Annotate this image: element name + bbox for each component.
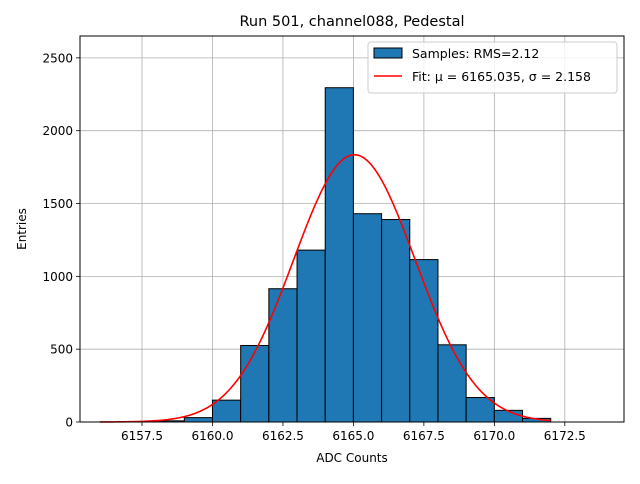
- histogram-bar: [296, 249, 326, 423]
- x-tick-label: 6172.5: [544, 429, 586, 443]
- histogram-bar: [465, 397, 495, 423]
- histogram-bar: [268, 288, 298, 423]
- x-tick-label: 6160.0: [191, 429, 233, 443]
- x-tick-label: 6167.5: [403, 429, 445, 443]
- x-axis-ticks: 6157.5 6160.0 6162.5 6165.0 6167.5 6170.0 6172…: [121, 422, 586, 443]
- fit-curve-layer: [99, 153, 551, 423]
- x-tick-label: 6165.0: [332, 429, 374, 443]
- y-axis-label: Entries: [15, 208, 29, 250]
- legend-box: [367, 41, 618, 94]
- histogram-bars: [155, 87, 552, 423]
- histogram-bar: [183, 417, 213, 423]
- x-tick-label: 6170.0: [473, 429, 515, 443]
- y-tick-label: 1500: [42, 197, 73, 211]
- x-tick-label: 6162.5: [262, 429, 304, 443]
- histogram-bar: [381, 219, 411, 423]
- legend-label-fit: Fit: μ = 6165.035, σ = 2.158: [412, 69, 591, 84]
- y-tick-label: 500: [50, 343, 73, 357]
- plot-frame: [79, 35, 625, 423]
- fit-curve: [99, 153, 551, 423]
- y-tick-label: 1000: [42, 270, 73, 284]
- y-tick-label: 2000: [42, 124, 73, 138]
- legend-label-samples: Samples: RMS=2.12: [412, 46, 539, 61]
- y-tick-label: 2500: [42, 51, 73, 65]
- y-axis-ticks: 0 500 1000 1500 2000 2500: [42, 51, 80, 430]
- histogram-bar: [352, 213, 383, 423]
- histogram-bar: [437, 344, 467, 423]
- histogram-bar: [409, 259, 439, 423]
- histogram-bar: [324, 87, 354, 423]
- legend: Samples: RMS=2.12 Fit: μ = 6165.035, σ =…: [367, 41, 618, 94]
- y-tick-label: 0: [65, 416, 73, 430]
- histogram-bar: [240, 345, 270, 423]
- x-axis-label: ADC Counts: [316, 451, 388, 465]
- histogram-bar: [493, 409, 524, 423]
- legend-swatch-samples: [373, 47, 403, 59]
- x-tick-label: 6157.5: [121, 429, 163, 443]
- chart-title: Run 501, channel088, Pedestal: [239, 14, 464, 30]
- histogram-bar: [211, 399, 242, 423]
